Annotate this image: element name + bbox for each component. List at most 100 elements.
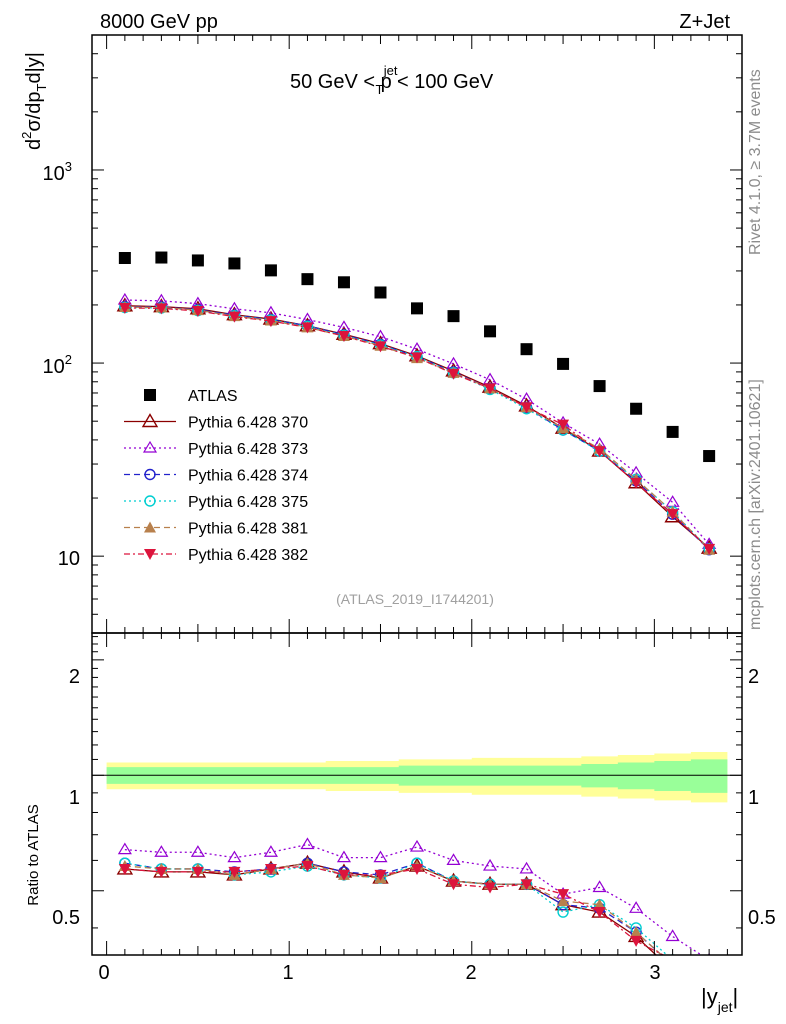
atlas-point <box>447 310 460 323</box>
series-marker <box>593 446 606 458</box>
atlas-point <box>484 325 497 338</box>
ratio-marker <box>228 866 241 878</box>
ratio-marker <box>665 929 680 942</box>
xlabel: |yjet| <box>701 984 738 1015</box>
ytick-label-1000: 103 <box>43 159 72 185</box>
series-marker <box>337 331 350 343</box>
main-ylabel: d2σ/dpTd|y| <box>19 52 49 150</box>
ratio-marker <box>373 850 388 863</box>
ratio-marker <box>117 842 132 855</box>
legend-marker <box>144 549 156 560</box>
series-marker <box>264 316 277 328</box>
xtick-2: 2 <box>465 962 476 984</box>
series-marker <box>666 509 679 521</box>
atlas-point <box>703 450 716 463</box>
atlas-point <box>301 273 314 286</box>
series-marker <box>665 495 680 507</box>
ratio-series-layer <box>116 837 715 982</box>
ratio-marker <box>154 845 169 857</box>
ratio-marker <box>227 850 242 863</box>
atlas-point <box>374 286 387 299</box>
ratio-tick-05-right: 0.5 <box>748 907 776 929</box>
series-marker <box>484 383 497 395</box>
ratio-uncertainty-bands <box>92 752 742 803</box>
atlas-point <box>191 254 204 267</box>
ratio-marker <box>593 907 606 919</box>
ratio-marker <box>703 970 715 981</box>
ratio-marker <box>409 839 425 852</box>
legend-label: Pythia 6.428 374 <box>188 468 308 485</box>
main-ytick-labels: 10 102 103 <box>43 159 80 570</box>
main-series-layer <box>116 251 718 556</box>
ratio-ytick-labels: 0.5 1 2 0.5 1 2 <box>52 666 776 929</box>
ratio-marker <box>666 954 679 955</box>
legend-marker <box>142 440 158 453</box>
cut-title: 50 GeV < pjet T < 100 GeV <box>290 63 494 97</box>
legend: ATLAS Pythia 6.428 370 Pythia 6.428 373 Pyt… <box>124 388 308 564</box>
ratio-marker <box>337 869 350 881</box>
series-marker <box>301 322 314 334</box>
legend-marker <box>141 413 159 428</box>
legend-label: Pythia 6.428 373 <box>188 441 308 458</box>
ratio-tick-2: 2 <box>69 666 80 688</box>
series-marker <box>630 477 643 489</box>
xtick-labels: 0 1 2 3 <box>98 962 660 984</box>
ratio-marker <box>374 869 387 881</box>
mcplots-label: mcplots.cern.ch [arXiv:2401.10621] <box>747 379 764 630</box>
ratio-marker <box>519 861 534 874</box>
series-marker <box>411 352 423 364</box>
ratio-marker <box>190 845 205 857</box>
xtick-0: 0 <box>98 962 109 984</box>
atlas-point <box>118 252 131 265</box>
ratio-marker <box>118 863 131 875</box>
ratio-marker <box>668 960 678 970</box>
atlas-point <box>557 357 570 370</box>
ratio-marker <box>301 861 314 873</box>
ratio-marker <box>666 963 680 975</box>
ratio-line <box>124 862 663 955</box>
ratio-marker <box>263 845 278 857</box>
ratio-line <box>124 843 703 955</box>
ratio-tick-2-right: 2 <box>748 666 759 688</box>
ratio-marker <box>300 837 315 850</box>
series-marker <box>374 341 387 353</box>
ratio-marker <box>667 959 679 970</box>
ratio-line <box>124 862 663 955</box>
xtick-3: 3 <box>649 962 660 984</box>
ratio-band-inner <box>106 759 728 793</box>
ratio-marker <box>629 901 644 913</box>
atlas-point <box>593 380 606 393</box>
atlas-point <box>411 302 423 315</box>
ratio-marker <box>557 889 570 901</box>
ytick-label-10: 10 <box>58 548 80 570</box>
atlas-point <box>520 343 533 356</box>
series-marker <box>520 402 533 414</box>
ratio-marker <box>482 858 498 871</box>
ratio-marker <box>703 971 715 982</box>
atlas-point <box>264 264 277 277</box>
legend-label: Pythia 6.428 382 <box>188 547 308 564</box>
legend-label: Pythia 6.428 381 <box>188 521 308 538</box>
ratio-marker <box>704 971 714 981</box>
rivet-label: Rivet 4.1.0, ≥ 3.7M events <box>747 69 764 255</box>
analysis-id: (ATLAS_2019_I1744201) <box>336 591 494 607</box>
ratio-marker <box>630 935 643 947</box>
ratio-marker <box>520 879 533 891</box>
atlas-point <box>630 402 643 415</box>
legend-marker <box>144 468 156 481</box>
legend-marker <box>144 495 156 507</box>
ratio-tick-05: 0.5 <box>52 907 80 929</box>
ratio-marker <box>411 863 423 875</box>
legend-atlas-label: ATLAS <box>188 388 238 405</box>
ratio-marker <box>191 866 204 878</box>
ratio-marker <box>557 895 570 907</box>
main-frame <box>91 34 743 634</box>
series-marker <box>118 302 131 314</box>
ratio-marker <box>557 906 569 918</box>
ratio-marker <box>484 882 497 894</box>
atlas-point <box>155 251 168 264</box>
ratio-marker <box>447 879 460 891</box>
series-marker <box>191 306 204 318</box>
ratio-tick-1: 1 <box>69 787 80 809</box>
